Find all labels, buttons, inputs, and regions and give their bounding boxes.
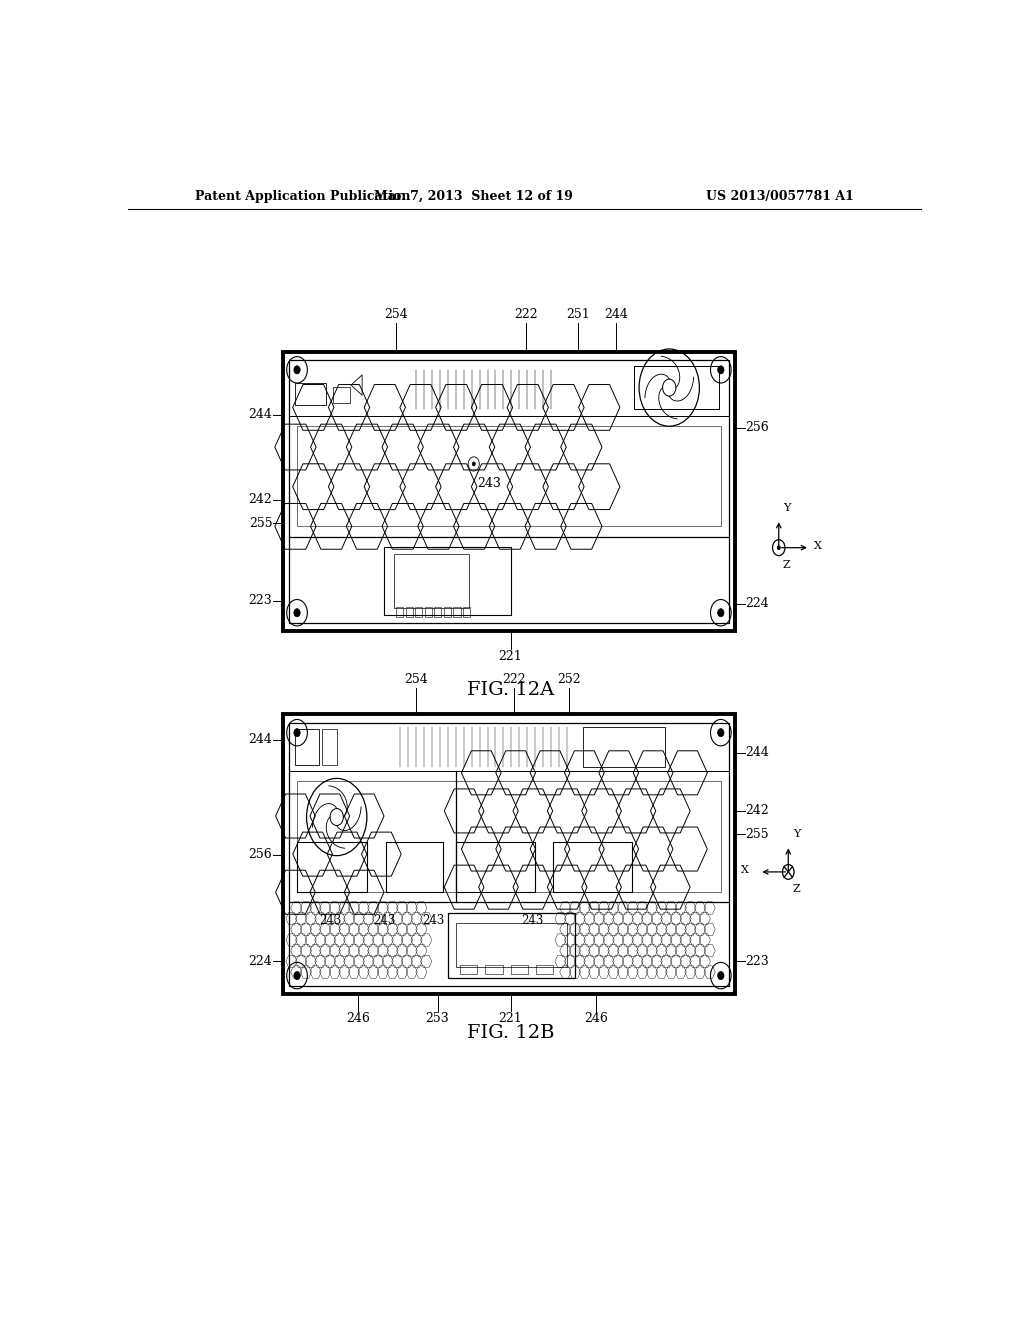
Bar [289,359,729,416]
Circle shape [718,972,724,979]
Circle shape [718,366,724,374]
Bar [384,546,511,615]
Bar [297,781,721,892]
Text: Z: Z [793,884,800,894]
Bar [296,383,326,405]
Bar [456,842,536,892]
Text: 243: 243 [373,915,395,927]
Bar [447,912,574,978]
Circle shape [294,609,300,616]
Bar [323,729,337,766]
Text: US 2013/0057781 A1: US 2013/0057781 A1 [707,190,854,202]
Bar [416,607,423,616]
Bar [454,607,461,616]
Text: 255: 255 [249,517,272,529]
Bar [634,366,719,409]
Text: 242: 242 [249,494,272,507]
Text: 254: 254 [404,673,428,686]
Text: Y: Y [793,829,801,840]
Bar [333,387,350,404]
Circle shape [718,729,724,737]
Text: Z: Z [782,561,791,570]
Bar [289,722,729,771]
Text: 222: 222 [515,308,539,321]
Text: 244: 244 [745,747,769,759]
Text: 244: 244 [604,308,628,321]
Bar [553,842,632,892]
Bar [297,842,368,892]
Circle shape [294,366,300,374]
Text: 243: 243 [422,915,444,927]
Text: 246: 246 [346,1012,370,1026]
Text: 221: 221 [499,1012,522,1026]
Text: 224: 224 [745,597,769,610]
Text: 223: 223 [745,954,769,968]
Text: 252: 252 [557,673,581,686]
Circle shape [777,545,780,549]
Text: 242: 242 [745,804,769,817]
Bar [297,426,721,527]
Bar [394,554,469,607]
Bar [289,903,729,986]
Bar [536,965,553,974]
Bar [406,607,413,616]
Bar [283,351,735,631]
Text: 251: 251 [566,308,590,321]
Text: 224: 224 [249,954,272,968]
Bar [289,359,729,623]
Circle shape [294,729,300,737]
Text: 246: 246 [585,1012,608,1026]
Text: 243: 243 [319,915,342,927]
Bar [396,607,403,616]
Circle shape [718,609,724,616]
Text: 243: 243 [521,915,544,927]
Bar [463,607,470,616]
Text: 253: 253 [426,1012,450,1026]
Bar [456,923,567,968]
Bar [460,965,477,974]
Text: 244: 244 [249,408,272,421]
Bar [583,726,665,767]
Bar [434,607,441,616]
Text: Mar. 7, 2013  Sheet 12 of 19: Mar. 7, 2013 Sheet 12 of 19 [374,190,572,202]
Bar [425,607,432,616]
Text: X: X [814,541,821,550]
Text: FIG. 12A: FIG. 12A [467,681,554,698]
Bar [443,607,451,616]
Text: 222: 222 [503,673,526,686]
Bar [289,536,729,623]
Bar [283,714,735,994]
Text: 221: 221 [499,651,522,664]
Text: Patent Application Publication: Patent Application Publication [196,190,411,202]
Text: X: X [741,865,750,875]
Bar [289,722,729,986]
Text: Y: Y [783,503,791,513]
Text: FIG. 12B: FIG. 12B [467,1024,554,1043]
Text: 244: 244 [249,734,272,746]
Text: 256: 256 [249,849,272,861]
Bar [386,842,443,892]
Text: 243: 243 [477,477,501,490]
Text: 255: 255 [745,828,769,841]
Bar [511,965,528,974]
Circle shape [294,972,300,979]
Circle shape [472,462,475,466]
Bar [485,965,503,974]
Bar [296,729,319,766]
Text: 256: 256 [745,421,769,434]
Text: 254: 254 [384,308,409,321]
Text: 223: 223 [249,594,272,607]
